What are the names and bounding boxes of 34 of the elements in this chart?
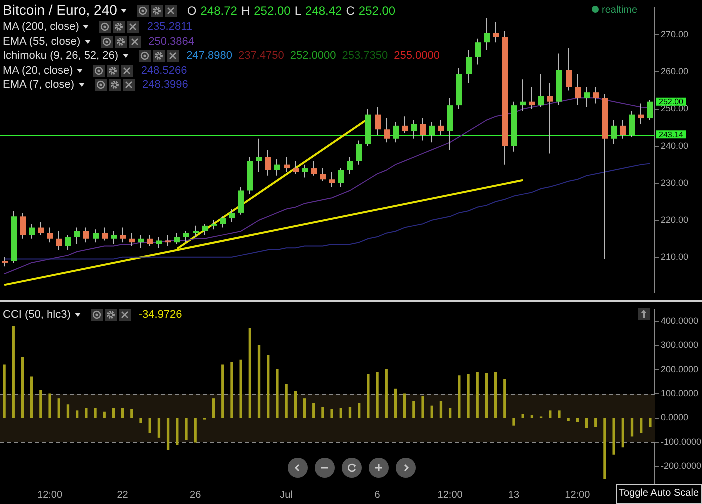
y-tick-label: 0.0000 <box>661 412 689 423</box>
x-tick-label: Jul <box>280 490 293 501</box>
x-tick-label: 12:00 <box>38 490 63 501</box>
y-tick-label: 240.00 <box>661 140 689 151</box>
text: EMA (7, close) 248.3996 <box>3 79 188 91</box>
y-tick-label: -100.0000 <box>661 436 702 447</box>
annotation: O 248.72 H 252.00 L 248.42 C 252.00 <box>187 4 396 18</box>
text: Toggle Auto Scale <box>616 484 702 504</box>
x-tick-label: 12:00 <box>565 490 591 501</box>
y-tick-label: 230.00 <box>661 178 689 188</box>
y-tick-label: 210.00 <box>661 252 689 262</box>
text: Ichimoku (9, 26, 52, 26) 247.8980 237.4750 252.0000 253.7350 255.0000 <box>3 50 440 62</box>
annotation: realtime <box>602 5 638 16</box>
text: MA (20, close) 248.5266 <box>3 64 188 76</box>
y-tick-label: 300.0000 <box>661 340 699 350</box>
y-tick-label: -200.0000 <box>661 461 702 472</box>
text: MA (200, close) 235.2811 <box>3 21 192 33</box>
y-tick-label: 100.0000 <box>661 388 699 399</box>
text: EMA (55, close) 250.3864 <box>3 36 195 48</box>
y-tick-label: 220.00 <box>661 214 689 225</box>
y-tick-label: 270.00 <box>661 30 689 40</box>
y-tick-label: 400.0000 <box>661 316 699 326</box>
x-tick-label: 6 <box>374 490 381 501</box>
chart-title: CCI (50, hlc3) <box>3 309 71 321</box>
y-tick-label: 200.0000 <box>661 364 699 374</box>
annotation: -34.9726 <box>138 309 182 321</box>
x-tick-label: 26 <box>190 490 202 501</box>
chart-title: Bitcoin / Euro, 240 <box>3 2 118 18</box>
text: 252.00 <box>659 98 684 107</box>
x-tick-label: 22 <box>117 490 129 501</box>
x-tick-label: 13 <box>508 490 520 501</box>
x-tick-label: 12:00 <box>438 490 464 501</box>
ref-line-label: 243.14 <box>659 130 684 140</box>
y-tick-label: 260.00 <box>661 66 689 77</box>
